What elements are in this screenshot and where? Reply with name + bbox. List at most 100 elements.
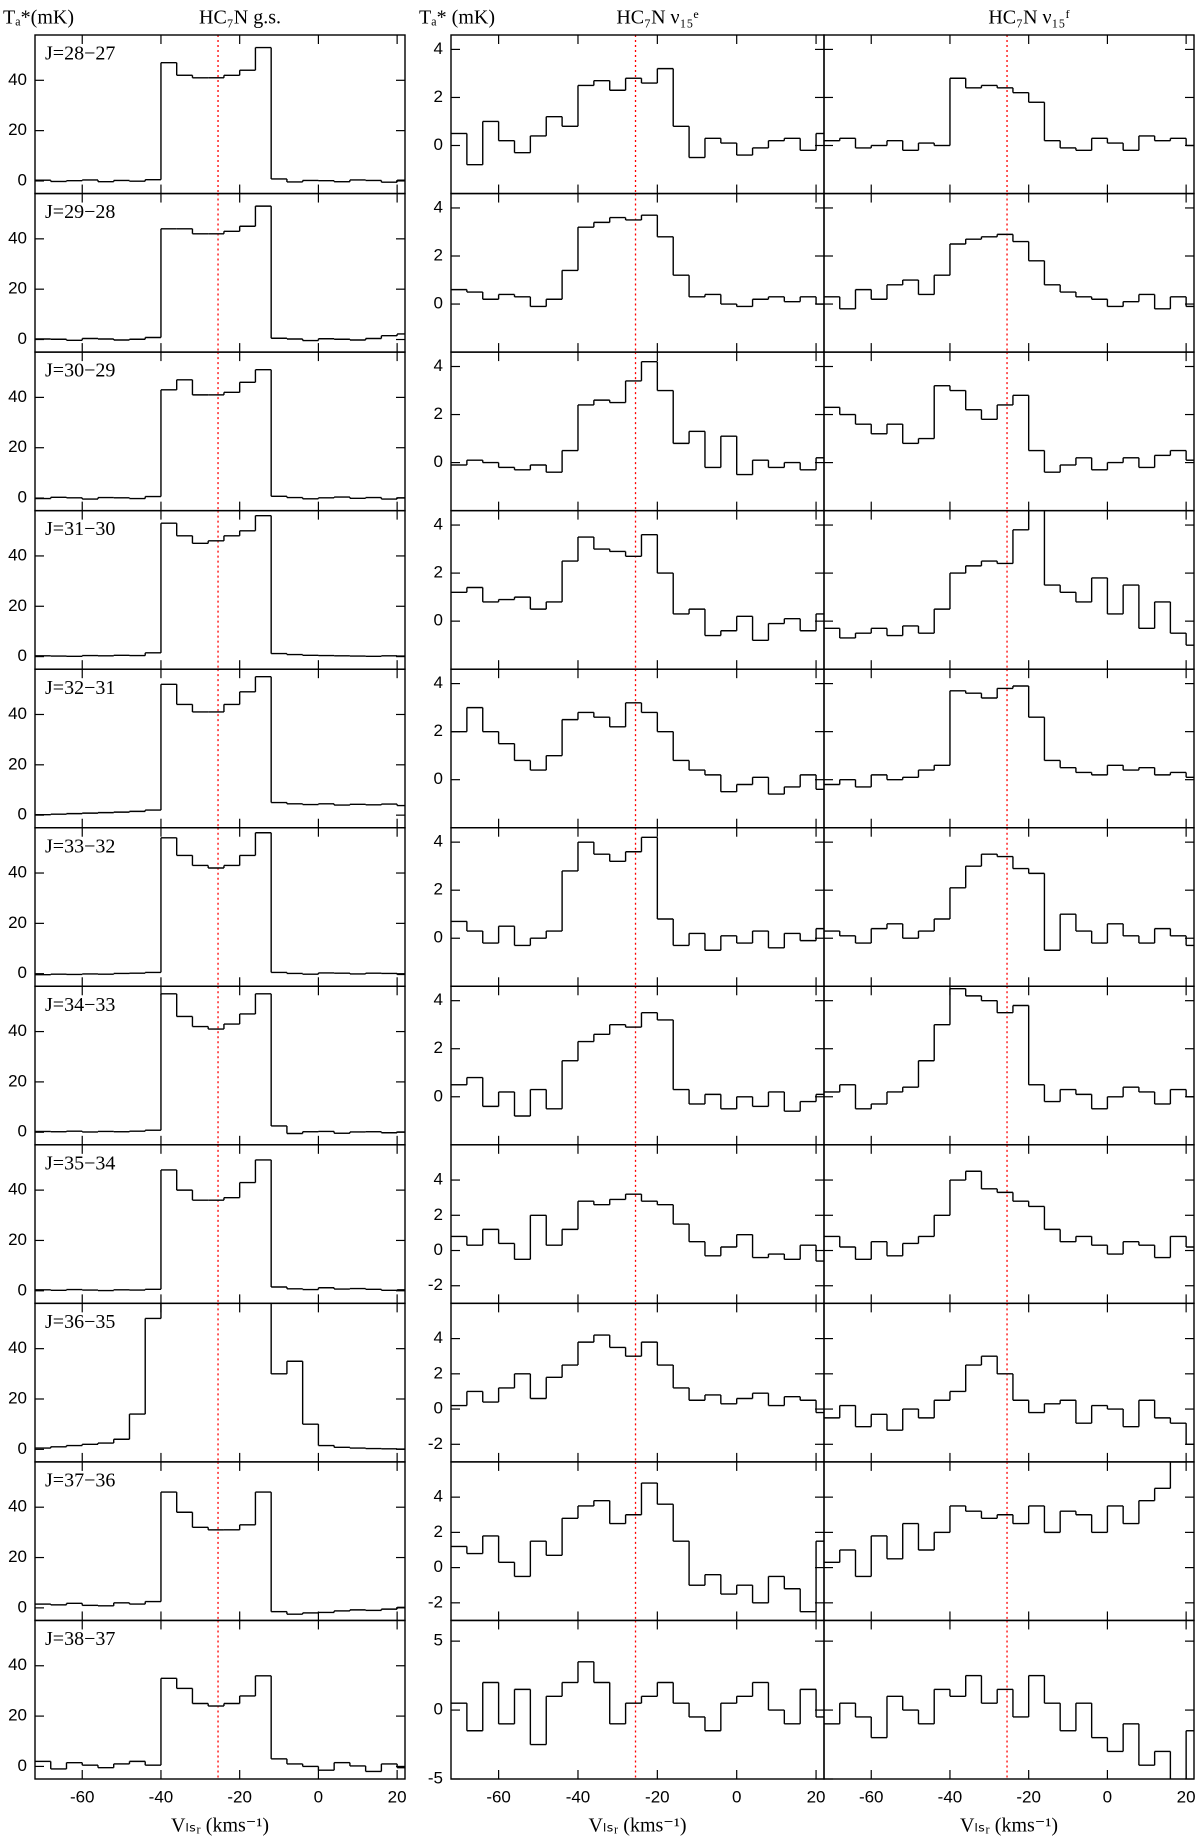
panel: 0 20 40 J=32−31 — [8, 668, 406, 829]
y-tick-label: 20 — [8, 1388, 27, 1407]
panel: 0 20 40 J=37−36 — [8, 1461, 406, 1622]
panel: 0 2 4 — [434, 509, 825, 670]
panel: 0 20 40 J=30−29 — [8, 351, 406, 512]
x-tick-label: -20 — [645, 1787, 670, 1806]
transition-label: J=37−36 — [45, 1470, 115, 1492]
panel-frame — [823, 192, 1195, 353]
panel: -2 0 2 4 — [428, 1144, 825, 1305]
transition-label: J=34−33 — [45, 994, 115, 1016]
plot-area — [451, 669, 824, 828]
y-tick-label: 40 — [8, 1655, 27, 1674]
panel-frame — [823, 34, 1195, 195]
panel-frame — [450, 668, 825, 829]
y-axis-label: Tₐ*(mK) — [3, 7, 74, 29]
transition-label: J=29−28 — [45, 201, 115, 223]
plot-area — [451, 1144, 824, 1304]
y-tick-label: 2 — [434, 1363, 443, 1382]
transition-label: J=33−32 — [45, 835, 115, 857]
y-tick-label: 40 — [8, 1021, 27, 1040]
y-tick-label: 0 — [434, 1557, 443, 1576]
x-tick-label: 0 — [732, 1787, 741, 1806]
panel: 0 2 4 HC₇N ν₁₅ᵉ Tₐ* (mK) — [419, 7, 825, 195]
y-tick-label: 20 — [8, 1071, 27, 1090]
y-tick-label: 0 — [434, 135, 443, 154]
y-tick-label: 0 — [18, 1439, 27, 1458]
y-tick-label: -2 — [428, 1592, 443, 1611]
panel: 0 2 4 — [434, 985, 825, 1146]
plot-area — [824, 352, 1194, 511]
column-title: HC₇N ν₁₅ᵉ — [616, 7, 698, 29]
x-tick-label: -60 — [486, 1787, 511, 1806]
y-tick-label: 0 — [18, 1122, 27, 1141]
x-tick-label: -60 — [70, 1787, 95, 1806]
plot-area — [451, 352, 824, 511]
transition-label: J=31−30 — [45, 518, 115, 540]
plot-area — [35, 669, 405, 828]
panel-frame — [450, 509, 825, 670]
transition-label: J=35−34 — [45, 1152, 115, 1174]
plot-area — [35, 510, 405, 670]
y-tick-label: 20 — [8, 596, 27, 615]
panel — [823, 351, 1195, 512]
plot-area — [451, 1620, 824, 1779]
panel: -2 0 2 4 — [428, 1302, 825, 1463]
y-tick-label: 4 — [434, 1487, 443, 1506]
panel-frame — [823, 1302, 1195, 1463]
y-tick-label: 2 — [434, 245, 443, 264]
panel — [823, 985, 1195, 1146]
plot-area — [35, 193, 405, 353]
y-tick-label: 40 — [8, 863, 27, 882]
x-tick-label: 0 — [314, 1787, 323, 1806]
plot-area — [35, 1144, 405, 1304]
y-tick-label: 0 — [18, 805, 27, 824]
plot-area — [451, 193, 824, 353]
panel: 0 20 40 J=29−28 — [8, 192, 406, 353]
y-tick-label: 4 — [434, 1170, 443, 1189]
panel: 0 2 4 — [434, 192, 825, 353]
x-tick-label: 0 — [1103, 1787, 1112, 1806]
y-tick-label: 2 — [434, 880, 443, 899]
y-tick-label: 0 — [18, 329, 27, 348]
panel: 0 20 40 HC₇N g.s. Tₐ*(mK) J=28−27 — [3, 7, 406, 195]
transition-label: J=28−27 — [45, 43, 115, 65]
plot-area — [451, 986, 824, 1145]
y-tick-label: 4 — [434, 39, 443, 58]
y-tick-label: 0 — [18, 1280, 27, 1299]
y-tick-label: 0 — [18, 1597, 27, 1616]
panel-frame — [823, 1144, 1195, 1305]
y-tick-label: 0 — [18, 1756, 27, 1775]
y-tick-label: 40 — [8, 70, 27, 89]
plot-area — [35, 1620, 405, 1779]
plot-area — [35, 986, 405, 1145]
plot-area — [824, 193, 1194, 353]
panel-frame — [450, 351, 825, 512]
y-tick-label: 4 — [434, 673, 443, 692]
y-tick-label: 40 — [8, 545, 27, 564]
x-axis-label: Vₗₛᵣ (kms⁻¹) — [588, 1815, 686, 1837]
panel: 0 2 4 — [434, 351, 825, 512]
panel: -60 -40 -20 0 20 -5 0 5 Vₗₛᵣ (kms⁻¹) — [428, 1619, 826, 1837]
panel-frame — [34, 1619, 406, 1780]
panel-frame — [823, 1619, 1195, 1780]
panel: 0 20 40 J=31−30 — [8, 509, 406, 670]
plot-area — [824, 669, 1194, 828]
y-tick-label: 5 — [434, 1631, 443, 1650]
x-tick-label: 20 — [1177, 1787, 1196, 1806]
transition-label: J=36−35 — [45, 1311, 115, 1333]
panel-frame — [823, 985, 1195, 1146]
y-axis-label: Tₐ* (mK) — [419, 7, 495, 29]
y-tick-label: 2 — [434, 1205, 443, 1224]
y-tick-label: 4 — [434, 1328, 443, 1347]
y-tick-label: 2 — [434, 404, 443, 423]
y-tick-label: 0 — [434, 1086, 443, 1105]
plot-area — [451, 1303, 824, 1462]
y-tick-label: 0 — [434, 611, 443, 630]
plot-area — [35, 1461, 405, 1621]
y-tick-label: 4 — [434, 990, 443, 1009]
panel — [823, 1461, 1195, 1622]
plot-area — [824, 1620, 1194, 1780]
plot-area — [824, 1461, 1187, 1621]
y-tick-label: 40 — [8, 1497, 27, 1516]
y-tick-label: 2 — [434, 721, 443, 740]
